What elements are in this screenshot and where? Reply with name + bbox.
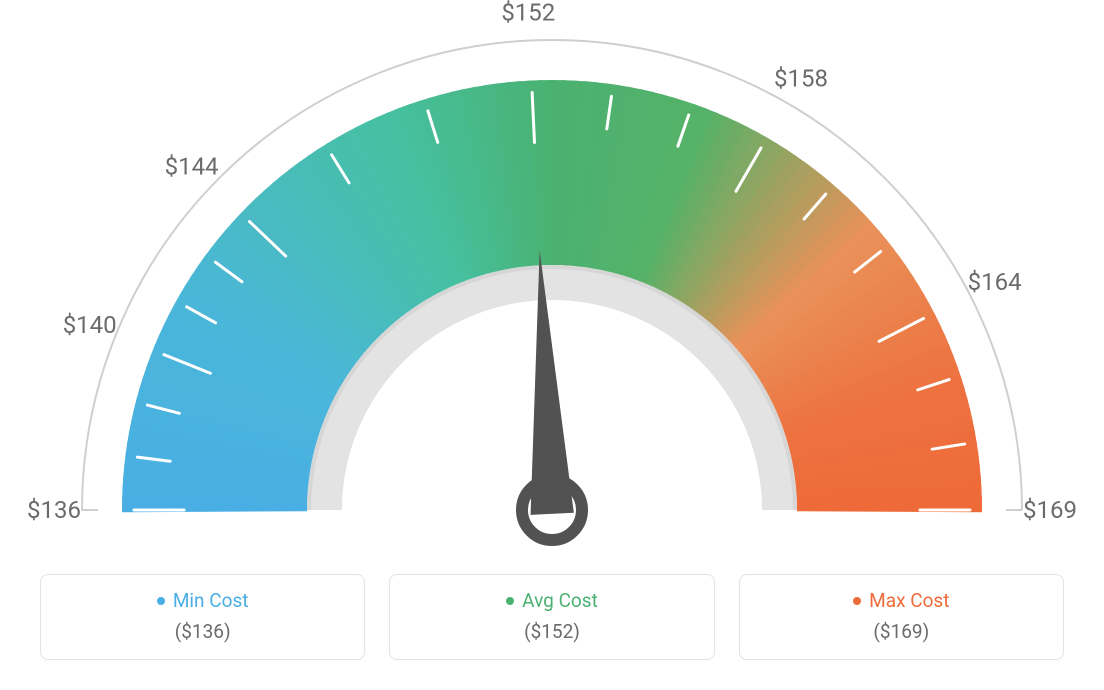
legend-value-max: ($169) [873, 620, 929, 643]
legend-label-avg: Avg Cost [522, 589, 598, 612]
legend-value-avg: ($152) [524, 620, 580, 643]
legend-dot-avg [506, 597, 514, 605]
legend-label-row: Min Cost [157, 589, 249, 612]
legend-card-max: Max Cost ($169) [739, 574, 1064, 660]
cost-gauge-widget: $136 $140 $144 $152 $158 $164 $169 Min Cost ($1… [0, 0, 1104, 690]
gauge-tick-label: $169 [1023, 496, 1077, 524]
legend-label-min: Min Cost [173, 589, 249, 612]
legend-value-min: ($136) [175, 620, 231, 643]
legend-label-row: Avg Cost [506, 589, 598, 612]
legend-label-max: Max Cost [869, 589, 949, 612]
legend-card-min: Min Cost ($136) [40, 574, 365, 660]
gauge-chart: $136 $140 $144 $152 $158 $164 $169 [0, 0, 1104, 560]
legend-row: Min Cost ($136) Avg Cost ($152) Max Cost ($16… [40, 574, 1064, 660]
legend-label-row: Max Cost [853, 589, 949, 612]
legend-dot-max [853, 597, 861, 605]
legend-card-avg: Avg Cost ($152) [389, 574, 714, 660]
gauge-tick-label: $144 [165, 152, 219, 180]
gauge-tick-label: $140 [63, 311, 117, 339]
legend-dot-min [157, 597, 165, 605]
gauge-tick-label: $152 [501, 0, 555, 27]
gauge-tick-label: $158 [774, 65, 828, 93]
gauge-tick-label: $136 [27, 496, 81, 524]
gauge-tick-label: $164 [968, 268, 1022, 296]
